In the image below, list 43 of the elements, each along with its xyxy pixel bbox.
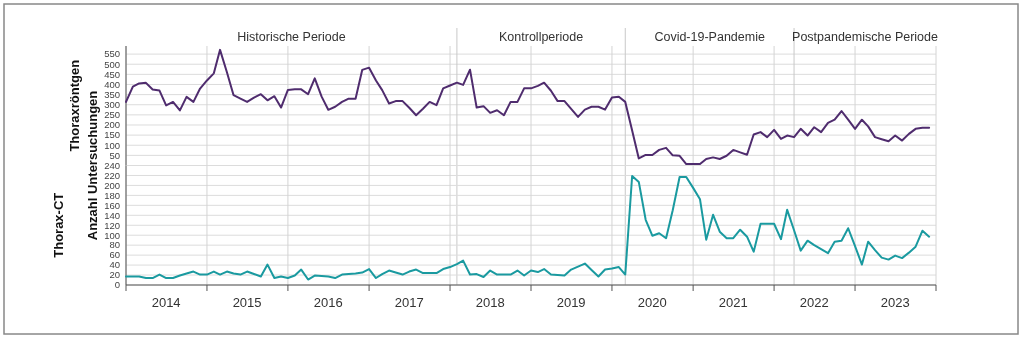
y-tick-label: 180	[104, 189, 120, 201]
x-tick-label: 2018	[475, 295, 505, 310]
text: Anzahl Untersuchungen	[84, 90, 100, 241]
y-axis-title: Thoraxröntgen	[66, 59, 82, 152]
x-tick-label: 2017	[394, 295, 424, 310]
text: Kontrollperiode	[499, 30, 584, 44]
y-tick-label: 100	[104, 229, 120, 241]
y-tick-label: 160	[104, 199, 120, 211]
text: Historische Periode	[237, 30, 346, 44]
x-tick-label: 2020	[637, 295, 667, 310]
y-tick-label: 400	[104, 78, 120, 90]
y-tick-label: 100	[104, 139, 120, 151]
x-tick-label: 2019	[556, 295, 586, 310]
y-tick-label: 250	[104, 109, 120, 121]
y-tick-label: 0	[114, 279, 120, 291]
y-tick-label: 500	[104, 58, 120, 70]
text: Covid-19-Pandemie	[654, 30, 765, 44]
x-tick-label: 2014	[151, 295, 181, 310]
y-tick-label: 40	[109, 259, 120, 271]
x-tick-label: 2023	[880, 295, 910, 310]
y-tick-label: 20	[109, 269, 120, 281]
y-tick-label: 80	[109, 239, 120, 251]
y-tick-label: 450	[104, 68, 120, 80]
y-tick-label: 240	[104, 159, 120, 171]
x-tick-label: 2016	[313, 295, 343, 310]
y-tick-label: 120	[104, 219, 120, 231]
y-tick-label: 550	[104, 48, 120, 60]
x-tick-label: 2022	[799, 295, 829, 310]
y-tick-label: 220	[104, 169, 120, 181]
y-tick-label: 300	[104, 99, 120, 111]
x-tick-label: 2015	[232, 295, 262, 310]
line-series	[125, 48, 931, 166]
y-axis-title: Thorax-CT	[50, 192, 66, 258]
y-tick-label: 140	[104, 209, 120, 221]
text: Postpandemische Periode	[792, 30, 939, 44]
y-tick-label: 200	[104, 119, 120, 131]
y-tick-label: 350	[104, 88, 120, 100]
line-series	[125, 174, 931, 281]
y-tick-label: 50	[109, 149, 120, 161]
x-tick-label: 2021	[718, 295, 748, 310]
y-tick-label: 150	[104, 129, 120, 141]
y-tick-label: 60	[109, 249, 120, 261]
y-tick-label: 200	[104, 179, 120, 191]
